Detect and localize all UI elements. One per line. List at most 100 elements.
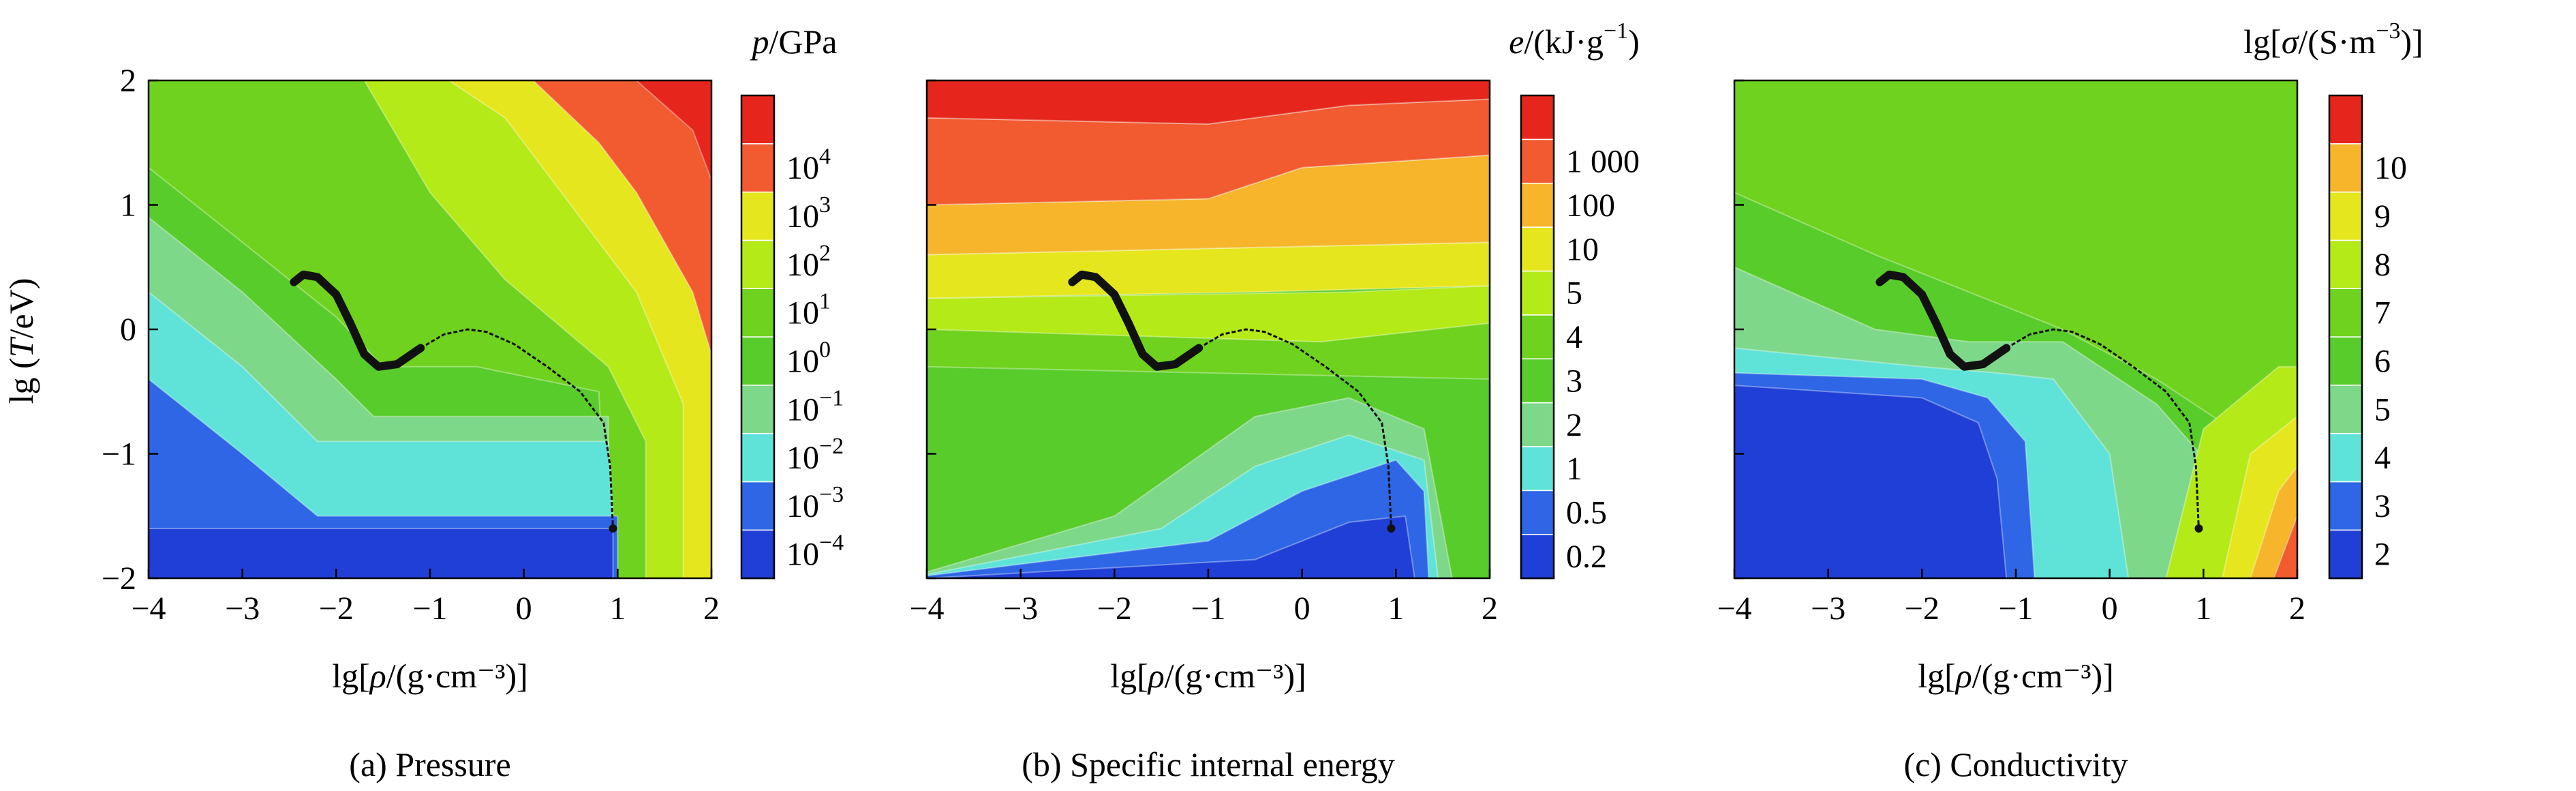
- x-tick-label: −4: [1717, 591, 1751, 627]
- contour-region-9: [149, 528, 614, 578]
- x-tick-label: 0: [2102, 591, 2118, 627]
- colorbar-swatch: [1520, 314, 1554, 359]
- x-axis-label: lg[ρ/(g·cm⁻³)]: [1110, 657, 1306, 695]
- x-tick-label: 2: [1482, 591, 1498, 627]
- x-tick-label: 1: [1387, 591, 1404, 627]
- colorbar-label: 10: [2374, 150, 2407, 186]
- colorbar-swatch: [2329, 336, 2363, 386]
- colorbar-label: 10−4: [786, 531, 844, 573]
- contour-region-3: [532, 80, 711, 355]
- colorbar-swatch: [1520, 358, 1554, 404]
- contour-plot: [149, 80, 711, 578]
- panel-caption: (b) Specific internal energy: [1022, 745, 1394, 783]
- x-tick-label: 1: [2195, 591, 2211, 627]
- colorbar-label: 104: [786, 144, 831, 186]
- colorbar-swatch: [1520, 182, 1554, 228]
- panel-pressure: −4 −3 −2 −1 0 1 2 −2 −1 0 1 2 lg[ρ/(g·cm⁻³)] (a) Pres…: [102, 23, 844, 783]
- colorbar: 0.2 0.5 1 2 3 4 5 10 100 1 000: [1520, 94, 1640, 580]
- contour-region-4: [635, 80, 711, 181]
- x-tick-label: −1: [1191, 591, 1225, 627]
- colorbar-title: p/GPa: [750, 23, 838, 61]
- contour-region-10: [927, 515, 1415, 578]
- panel-caption: (c) Conductivity: [1903, 745, 2128, 783]
- y-tick-label: 2: [120, 63, 136, 99]
- x-tick-label: −3: [1811, 591, 1845, 627]
- colorbar-title: e/(kJ·g−1): [1509, 18, 1640, 61]
- colorbar-swatch: [1520, 533, 1554, 579]
- x-tick-label: −2: [1905, 591, 1939, 627]
- contour-plot: [927, 80, 1490, 578]
- y-axis-label: lg (T/eV): [2, 278, 40, 404]
- x-tick-label: 1: [609, 591, 626, 627]
- contour-region-2: [927, 285, 1490, 343]
- x-tick-label: 2: [2289, 591, 2305, 627]
- colorbar: 2 3 4 5 6 7 8 9 10: [2328, 94, 2407, 580]
- colorbar-label: 10−2: [786, 434, 844, 476]
- x-tick-label: 0: [1294, 591, 1310, 627]
- x-tick-label: 0: [516, 591, 532, 627]
- x-tick-label: −2: [319, 591, 354, 627]
- trajectory-end-point: [609, 524, 617, 533]
- trajectory-line: [1879, 273, 2200, 529]
- colorbar-label: 10−3: [786, 482, 844, 524]
- colorbar-label: 9: [2374, 198, 2391, 235]
- x-tick-label: −2: [1097, 591, 1132, 627]
- colorbar-swatch: [741, 529, 775, 579]
- colorbar-swatch: [741, 143, 775, 193]
- colorbar-label: 2: [1566, 407, 1582, 443]
- contour-plot: [1734, 80, 2297, 578]
- colorbar-swatch: [2329, 239, 2363, 289]
- y-tick-label: −2: [102, 561, 136, 597]
- colorbar-label: 101: [786, 289, 831, 331]
- x-axis-label: lg[ρ/(g·cm⁻³)]: [332, 657, 528, 695]
- colorbar-label: 8: [2374, 247, 2391, 283]
- colorbar-swatch: [1520, 490, 1554, 535]
- colorbar-swatch: [2329, 191, 2363, 241]
- trajectory-line: [293, 273, 614, 529]
- colorbar-label: 102: [786, 241, 831, 283]
- colorbar-swatch: [2329, 143, 2363, 193]
- contour-region-9: [2273, 516, 2297, 578]
- colorbar-label: 10: [1566, 231, 1599, 267]
- y-tick-label: 0: [120, 312, 136, 348]
- colorbar-swatch: [741, 385, 775, 434]
- colorbar-swatch: [2329, 432, 2363, 483]
- colorbar-label: 3: [2374, 488, 2391, 524]
- colorbar-label: 7: [2374, 295, 2391, 331]
- x-tick-label: −3: [225, 591, 260, 627]
- trajectory-line: [1071, 273, 1392, 529]
- colorbar-label: 5: [2374, 391, 2391, 428]
- colorbar-swatch: [741, 239, 775, 289]
- x-tick-label: −3: [1003, 591, 1038, 627]
- trajectory-thick-line: [290, 270, 425, 371]
- y-tick-label: −1: [102, 436, 136, 473]
- colorbar-swatch: [1520, 95, 1554, 140]
- contour-region-5: [927, 98, 1490, 206]
- colorbar-label: 0.5: [1566, 495, 1607, 531]
- contour-region-6: [927, 80, 1490, 125]
- colorbar-swatch: [1520, 226, 1554, 272]
- colorbar-swatch: [2329, 95, 2363, 145]
- panel-caption: (a) Pressure: [349, 745, 510, 783]
- colorbar-swatch: [1520, 446, 1554, 492]
- colorbar-swatch: [1520, 402, 1554, 447]
- colorbar-swatch: [2329, 288, 2363, 338]
- colorbar-label: 4: [2374, 440, 2391, 476]
- colorbar-swatch: [741, 481, 775, 531]
- colorbar-label: 4: [1566, 319, 1582, 355]
- colorbar-swatch: [741, 288, 775, 338]
- colorbar-swatch: [741, 432, 775, 483]
- colorbar-label: 1 000: [1566, 144, 1640, 180]
- colorbar-swatch: [2329, 481, 2363, 531]
- colorbar: 10−4 10−3 10−2 10−1 100 101 102 103 104: [740, 94, 844, 580]
- colorbar-label: 1: [1566, 451, 1582, 487]
- trajectory-thick-line: [1875, 270, 2011, 371]
- trajectory-end-point: [2194, 524, 2203, 533]
- colorbar-label: 103: [786, 192, 831, 235]
- contour-region-5: [1734, 385, 2008, 578]
- colorbar-swatch: [1520, 138, 1554, 184]
- x-tick-label: −4: [909, 591, 944, 627]
- colorbar-label: 6: [2374, 343, 2391, 379]
- colorbar-label: 10−1: [786, 385, 844, 428]
